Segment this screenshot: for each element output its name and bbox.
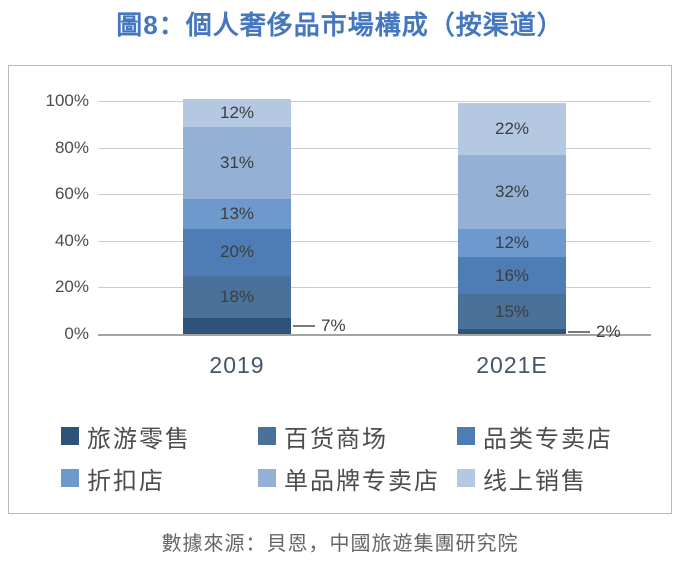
segment-value-label: 15%	[494, 301, 530, 321]
segment-value-label: 13%	[219, 204, 255, 223]
y-axis-tick-label: 100%	[45, 91, 89, 110]
segment-value-label: 18%	[219, 286, 255, 306]
segment-value-label: 22%	[494, 118, 530, 138]
x-axis-label: 2019	[209, 352, 265, 378]
callout-leader-line	[293, 324, 315, 327]
source-note: 數據來源：貝恩，中國旅遊集團研究院	[161, 533, 519, 555]
y-axis-tick-label: 0%	[64, 324, 89, 343]
legend-swatch	[258, 469, 276, 487]
segment-value-label: 20%	[219, 242, 255, 262]
y-axis-tick-label: 40%	[54, 231, 89, 250]
segment-value-label: 7%	[321, 315, 346, 335]
outside-callout: 2%	[568, 321, 621, 343]
bar-segment: 15%	[458, 294, 566, 330]
legend-label: 单品牌专卖店	[284, 467, 440, 495]
x-axis-label: 2021E	[476, 352, 548, 378]
bar-segment: 22%	[458, 103, 566, 155]
chart-panel: 0% 20% 40% 60% 80% 100% 18% 20% 13% 31% 12% 7% 2019 1…	[8, 65, 672, 514]
bar-segment: 16%	[458, 257, 566, 295]
bar-2019: 18% 20% 13% 31% 12%	[183, 98, 291, 334]
gridline	[98, 287, 651, 288]
segment-value-label: 32%	[494, 181, 530, 201]
bar-segment	[458, 329, 566, 334]
legend-item: 品类专卖店	[457, 423, 613, 453]
callout-leader-line	[568, 330, 590, 333]
bar-segment: 12%	[183, 98, 291, 127]
segment-value-label: 12%	[494, 233, 530, 253]
bar-segment: 20%	[183, 229, 291, 276]
legend-item: 百货商场	[258, 423, 388, 453]
page-title: 圖8：個人奢侈品市場構成（按渠道）	[116, 10, 564, 40]
bar-segment: 13%	[183, 198, 291, 230]
legend-swatch	[258, 427, 276, 445]
bar-segment: 12%	[458, 229, 566, 258]
y-axis-tick-label: 80%	[54, 138, 89, 157]
legend-label: 线上销售	[483, 467, 587, 495]
segment-value-label: 12%	[219, 102, 255, 122]
legend-item: 折扣店	[61, 465, 165, 495]
gridline	[98, 241, 651, 242]
legend-label: 旅游零售	[87, 425, 191, 453]
legend-label: 折扣店	[87, 467, 165, 495]
bar-segment: 31%	[183, 126, 291, 199]
y-axis-tick-label: 60%	[54, 184, 89, 203]
segment-value-label: 16%	[494, 265, 530, 285]
y-axis-tick-label: 20%	[54, 277, 89, 296]
legend-item: 线上销售	[457, 465, 587, 495]
segment-value-label: 2%	[596, 321, 621, 341]
legend-label: 百货商场	[284, 425, 388, 453]
outside-callout: 7%	[293, 315, 346, 337]
plot-area: 0% 20% 40% 60% 80% 100% 18% 20% 13% 31% 12% 7% 2019 1…	[9, 66, 671, 515]
gridline	[98, 194, 651, 195]
gridline	[98, 148, 651, 149]
legend-swatch	[457, 469, 475, 487]
x-axis-baseline	[98, 334, 651, 336]
bar-segment	[183, 317, 291, 334]
legend-swatch	[457, 427, 475, 445]
legend-item: 旅游零售	[61, 423, 191, 453]
legend-item: 单品牌专卖店	[258, 465, 440, 495]
segment-value-label: 31%	[219, 152, 255, 172]
bar-2021e: 15% 16% 12% 32% 22%	[458, 103, 566, 334]
bar-segment: 18%	[183, 275, 291, 318]
legend-swatch	[61, 427, 79, 445]
legend-swatch	[61, 469, 79, 487]
gridline	[98, 101, 651, 102]
legend-label: 品类专卖店	[483, 425, 613, 453]
bar-segment: 32%	[458, 154, 566, 230]
